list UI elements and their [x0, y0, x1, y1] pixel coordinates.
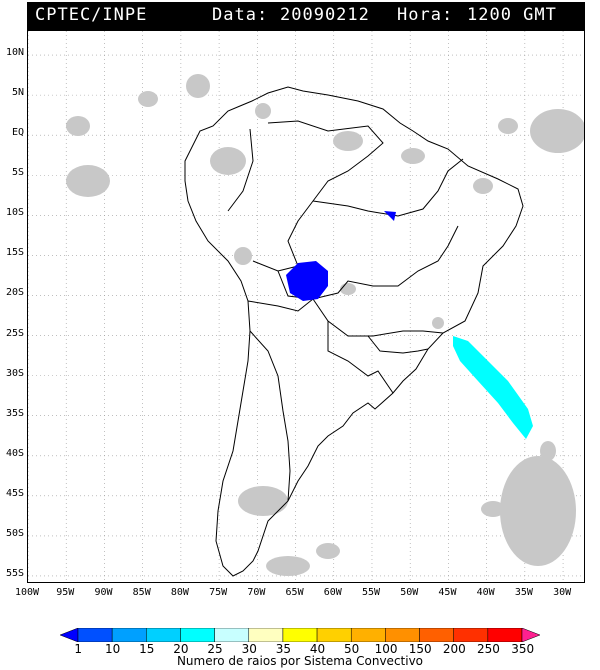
- convective-systems: [286, 211, 533, 439]
- cloud-cover: [66, 74, 584, 576]
- longitude-label: 70W: [247, 587, 266, 598]
- map-canvas[interactable]: [28, 31, 585, 583]
- longitude-label: 80W: [170, 587, 189, 598]
- map-frame[interactable]: [27, 30, 585, 583]
- legend-color-swatch: [60, 628, 79, 642]
- date-value: 20090212: [280, 5, 370, 25]
- hour-value: 1200 GMT: [467, 5, 557, 25]
- legend-label: 10: [104, 642, 121, 656]
- longitude-label: 75W: [209, 587, 228, 598]
- legend-label: 50: [344, 642, 360, 656]
- legend-colorbar: [60, 628, 540, 642]
- legend-color-swatch: [419, 628, 454, 642]
- latitude-label: 45S: [5, 487, 24, 499]
- date-label: Data:: [212, 5, 269, 25]
- legend-label: 35: [275, 642, 291, 656]
- latitude-label: 10S: [5, 207, 24, 219]
- legend-color-swatch: [521, 628, 540, 642]
- legend-title: Numero de raios por Sistema Convectivo: [176, 654, 424, 668]
- legend-color-swatch: [146, 628, 181, 642]
- legend-label: 25: [207, 642, 223, 656]
- legend-label: 20: [173, 642, 189, 656]
- legend-color-swatch: [248, 628, 284, 642]
- source-label: CPTEC/INPE: [35, 5, 148, 25]
- longitude-label: 95W: [56, 587, 75, 598]
- legend-label: 350: [511, 642, 535, 656]
- legend-label: 1: [74, 642, 83, 656]
- latitude-label: 40S: [5, 447, 24, 459]
- legend-color-swatch: [316, 628, 352, 642]
- legend-color-swatch: [487, 628, 523, 642]
- legend-color-swatch: [214, 628, 250, 642]
- legend-color-swatch: [77, 628, 113, 642]
- longitude-label: 90W: [94, 587, 113, 598]
- legend-color-swatch: [350, 628, 386, 642]
- convective-system-central: [286, 261, 328, 301]
- title-bar: CPTEC/INPE Data: 20090212 Hora: 1200 GMT: [27, 2, 585, 30]
- longitude-label: 85W: [132, 587, 151, 598]
- legend-label: 200: [442, 642, 466, 656]
- latitude-label: 5N: [11, 87, 24, 99]
- longitude-label: 100W: [15, 587, 40, 598]
- latitude-label: 30S: [5, 367, 24, 379]
- legend-color-swatch: [180, 628, 215, 642]
- convective-system-north: [384, 211, 396, 221]
- legend-label: 150: [408, 642, 432, 656]
- latitude-label: 5S: [11, 167, 24, 179]
- legend-color-swatch: [385, 628, 420, 642]
- latitude-label: 35S: [5, 407, 24, 419]
- latitude-label: 25S: [5, 327, 24, 339]
- coastline-and-borders: [184, 86, 524, 577]
- legend-color-swatch: [111, 628, 147, 642]
- hour-label: Hora:: [397, 5, 454, 25]
- longitude-label: 60W: [323, 587, 342, 598]
- legend-label: 100: [374, 642, 398, 656]
- legend-label: 40: [309, 642, 326, 656]
- longitude-label: 40W: [476, 587, 495, 598]
- longitude-label: 55W: [361, 587, 381, 598]
- legend-label: 250: [477, 642, 500, 656]
- longitude-label: 50W: [400, 587, 419, 598]
- latitude-label: 55S: [5, 567, 24, 579]
- longitude-label: 35W: [514, 587, 533, 598]
- legend-label: 30: [241, 642, 257, 656]
- longitude-label: 30W: [553, 587, 572, 598]
- legend-color-swatch: [453, 628, 489, 642]
- longitude-label: 45W: [438, 587, 457, 598]
- latitude-label: 20S: [5, 287, 24, 299]
- legend-color-swatch: [282, 628, 318, 642]
- latitude-label: 15S: [5, 247, 24, 259]
- latitude-label: 50S: [5, 527, 24, 539]
- latitude-label: EQ: [11, 127, 24, 139]
- latitude-label: 10N: [5, 47, 24, 59]
- legend-label: 15: [139, 642, 155, 656]
- convective-system-ocean: [453, 336, 533, 439]
- longitude-label: 65W: [285, 587, 304, 598]
